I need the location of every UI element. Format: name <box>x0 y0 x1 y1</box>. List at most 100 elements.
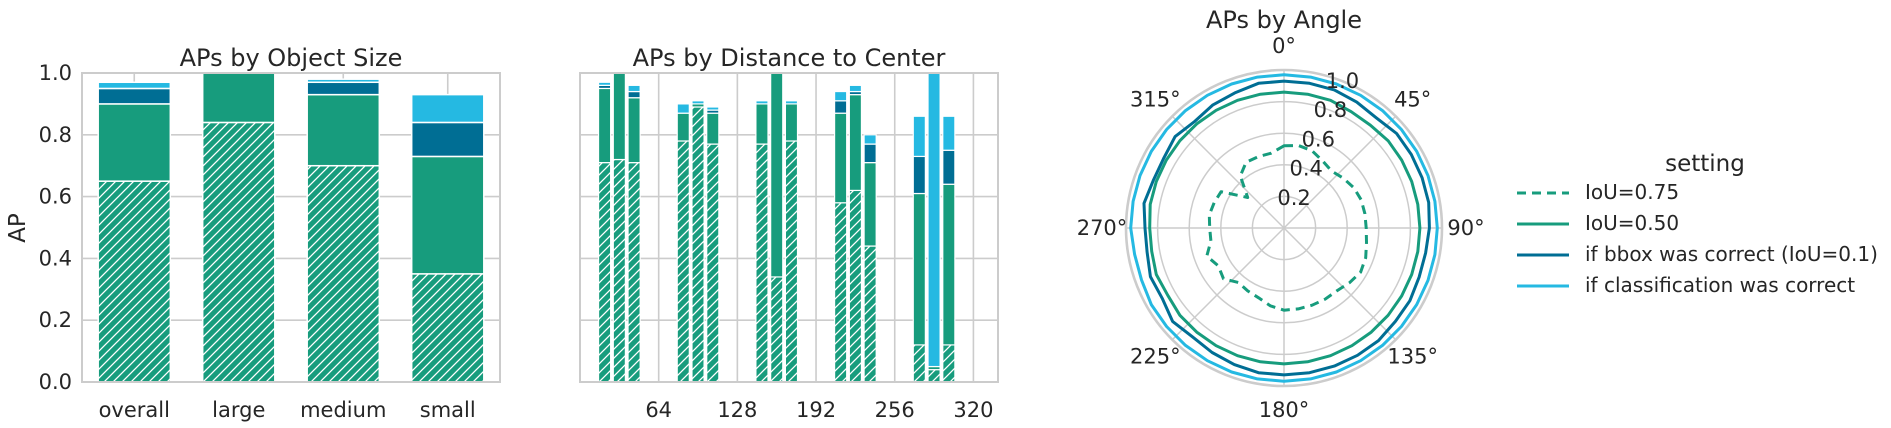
size-bar-cls <box>97 81 172 90</box>
distance-bar-cls <box>833 90 848 102</box>
distance-bar-cls <box>863 134 877 145</box>
angle-ring <box>1124 68 1444 388</box>
distance-bar-iou50 <box>863 162 877 247</box>
angle-ring <box>1251 195 1317 261</box>
legend-entry-label: IoU=0.75 <box>1585 180 1679 204</box>
size-bar-cls <box>306 78 381 84</box>
angle-rtick-label: 0.4 <box>1289 157 1322 181</box>
size-xtick-label: overall <box>99 398 170 422</box>
angle-label: 315° <box>1130 87 1181 111</box>
distance-frame <box>579 72 999 383</box>
angle-series-line <box>1129 73 1439 383</box>
angle-panel: 0.2 0.4 0.6 0.8 1.0 0° 45° 90° 135° 180° 225° 270° 3… <box>1077 6 1485 422</box>
distance-bar-iou50 <box>706 112 720 145</box>
distance-bar-bbox <box>833 100 848 114</box>
angle-series <box>1129 73 1439 383</box>
distance-bar-iou75 <box>863 245 877 383</box>
distance-bar-cls <box>784 100 799 105</box>
angle-labels: 0.2 0.4 0.6 0.8 1.0 0° 45° 90° 135° 180° 225° 270° 3… <box>1077 34 1485 422</box>
size-ytick-label: 0.6 <box>39 185 72 209</box>
distance-bar-bbox <box>942 149 956 185</box>
angle-series-line <box>1148 90 1422 366</box>
size-frame <box>81 72 501 383</box>
distance-bar-bbox <box>912 155 926 195</box>
distance-bar-iou75 <box>784 140 799 383</box>
distance-bars <box>597 72 956 383</box>
distance-bar-iou50 <box>912 192 926 346</box>
angle-rtick-label: 1.0 <box>1326 69 1359 93</box>
size-bar-iou50 <box>97 103 172 182</box>
angle-series-line <box>1205 144 1368 312</box>
angle-label: 0° <box>1272 34 1296 58</box>
size-xtick-label: large <box>212 398 265 422</box>
distance-xticks: 64 128 192 256 320 <box>645 398 993 422</box>
size-bar-bbox <box>410 121 485 158</box>
angle-label: 45° <box>1394 87 1431 111</box>
distance-bar-iou75 <box>627 162 641 383</box>
distance-title: APs by Distance to Center <box>633 44 946 72</box>
angle-rtick-label: 0.2 <box>1277 186 1310 210</box>
angle-spoke <box>1283 227 1397 341</box>
size-xtick-label: small <box>420 398 476 422</box>
size-bar-bbox <box>97 87 172 105</box>
distance-bar-cls <box>912 115 926 158</box>
distance-bar-cls <box>706 106 720 111</box>
size-ytick-label: 1.0 <box>39 61 72 85</box>
distance-xtick-label: 128 <box>717 398 757 422</box>
angle-label: 270° <box>1077 216 1128 240</box>
size-ytick-label: 0.8 <box>39 123 72 147</box>
size-ylabel: AP <box>5 213 31 243</box>
distance-bar-iou75 <box>942 344 956 383</box>
legend-entry-label: if classification was correct <box>1585 273 1855 297</box>
distance-bar-iou75 <box>848 189 863 383</box>
distance-bar-iou50 <box>942 183 956 346</box>
angle-rtick-label: 0.8 <box>1314 98 1347 122</box>
distance-xtick-label: 320 <box>953 398 993 422</box>
size-title: APs by Object Size <box>180 44 403 72</box>
distance-bar-bbox <box>863 143 877 164</box>
angle-ring <box>1188 132 1380 324</box>
distance-bar-iou50 <box>755 103 769 145</box>
angle-title: APs by Angle <box>1206 6 1362 34</box>
size-ytick-label: 0.4 <box>39 246 72 270</box>
size-yticks: 0.0 0.2 0.4 0.6 0.8 1.0 <box>39 61 72 394</box>
size-bar-iou75 <box>201 121 276 383</box>
angle-rtick-label: 0.6 <box>1302 127 1335 151</box>
size-bar-iou75 <box>410 273 485 383</box>
size-bar-iou50 <box>306 93 381 167</box>
distance-bar-iou75 <box>706 143 720 383</box>
angle-label: 225° <box>1130 345 1181 369</box>
distance-bar-cls <box>676 103 690 114</box>
size-bar-cls <box>410 93 485 124</box>
size-bar-iou75 <box>306 164 381 383</box>
distance-bar-iou75 <box>927 369 941 383</box>
angle-spoke <box>1283 115 1397 229</box>
angle-ring <box>1156 100 1412 356</box>
distance-bar-cls <box>597 81 612 86</box>
angle-ring <box>1220 164 1348 292</box>
size-bar-iou50 <box>410 155 485 275</box>
angle-spoke <box>1171 227 1285 341</box>
angle-label: 135° <box>1387 345 1438 369</box>
size-panel: 0.0 0.2 0.4 0.6 0.8 1.0 overall large medium sma… <box>5 44 501 422</box>
distance-bar-iou75 <box>770 276 784 383</box>
angle-grid <box>1124 68 1444 388</box>
distance-bar-iou75 <box>691 106 705 383</box>
distance-bar-bbox <box>627 90 641 99</box>
distance-bar-iou50 <box>784 103 799 142</box>
distance-bar-iou50 <box>770 72 784 278</box>
angle-series-line <box>1142 79 1431 377</box>
distance-bar-cls <box>691 100 705 105</box>
distance-bar-iou50 <box>627 97 641 164</box>
size-ytick-label: 0.2 <box>39 308 72 332</box>
size-bars <box>97 72 485 383</box>
distance-bar-iou50 <box>597 87 612 164</box>
distance-bar-iou75 <box>676 140 690 383</box>
legend-entry-label: IoU=0.50 <box>1585 211 1679 235</box>
distance-bar-iou75 <box>912 344 926 383</box>
distance-bar-cls <box>942 115 956 151</box>
legend: setting IoU=0.75 IoU=0.50 if bbox was corr… <box>1517 151 1878 297</box>
size-xticks: overall large medium small <box>99 398 476 422</box>
distance-xtick-label: 256 <box>875 398 915 422</box>
